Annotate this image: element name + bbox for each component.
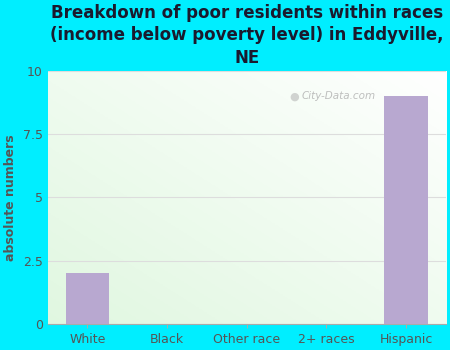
Title: Breakdown of poor residents within races
(income below poverty level) in Eddyvil: Breakdown of poor residents within races… bbox=[50, 4, 443, 66]
Text: ●: ● bbox=[290, 91, 299, 101]
Bar bbox=[66, 273, 109, 324]
Y-axis label: absolute numbers: absolute numbers bbox=[4, 134, 17, 261]
Text: City-Data.com: City-Data.com bbox=[301, 91, 375, 101]
Bar bbox=[384, 96, 428, 324]
